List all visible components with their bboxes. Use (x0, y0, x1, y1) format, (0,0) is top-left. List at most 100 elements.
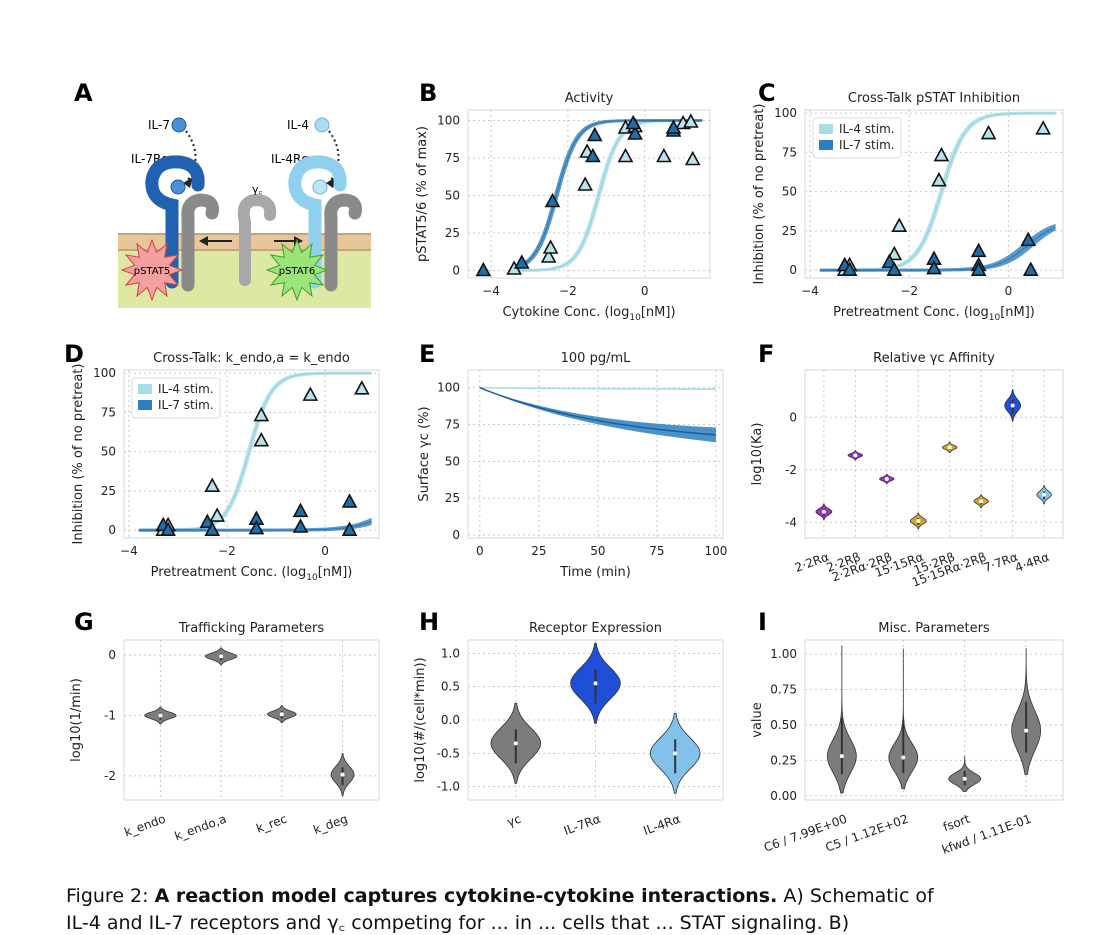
violin-median (279, 712, 284, 717)
chart-title: Misc. Parameters (878, 621, 990, 636)
y-tick-label: -1 (104, 708, 116, 722)
y-tick-label: 100 (93, 366, 116, 380)
data-point (253, 431, 270, 447)
chart-title: Activity (565, 91, 614, 106)
series-line (510, 120, 703, 270)
data-point (886, 261, 903, 276)
panel-letter-b: B (419, 79, 437, 107)
plot-area (467, 369, 724, 539)
y-tick-label: 100 (437, 381, 460, 395)
x-tick-label: 0 (321, 544, 329, 558)
y-tick-label: 25 (445, 491, 460, 505)
panel-letter-a: A (74, 79, 93, 107)
panel-letter-d: D (64, 340, 84, 368)
plot-area (804, 369, 1064, 539)
data-point (513, 254, 530, 269)
data-point (1035, 120, 1051, 135)
chart-title: Relative γc Affinity (873, 351, 995, 366)
y-tick-label: 0.25 (770, 753, 797, 767)
caption-text: A) Schematic of (777, 885, 934, 907)
violin-median (853, 453, 858, 458)
data-point (617, 147, 634, 163)
y-tick-label: 0 (108, 648, 116, 662)
x-tick-label: 0 (1005, 284, 1013, 298)
category-label: 4·4Rα (1013, 550, 1051, 575)
category-label: IL-4Rα (641, 812, 682, 838)
data-point (1022, 261, 1039, 276)
y-tick-label: 1.00 (770, 647, 797, 661)
violin-median (839, 754, 844, 759)
category-label: fsort (941, 812, 972, 835)
legend-swatch (138, 400, 152, 410)
y-tick-label: 100 (437, 114, 460, 128)
data-point (665, 119, 682, 134)
y-tick-label: 50 (445, 189, 460, 203)
il7ra-receptor-icon (145, 155, 205, 289)
y-tick-label: 0.00 (770, 789, 797, 803)
legend-label: IL-4 stim. (158, 382, 214, 396)
violin-median (219, 654, 224, 659)
x-axis-label: Pretreatment Conc. (log10[nM]) (151, 565, 353, 583)
category-label: k_endo (122, 812, 167, 840)
il4-label: IL-4 (287, 118, 309, 132)
category-label: k_deg (311, 812, 349, 837)
legend-swatch (819, 140, 833, 150)
data-point (682, 113, 699, 128)
data-point (933, 146, 950, 162)
x-axis-label: Pretreatment Conc. (log10[nM]) (833, 305, 1035, 323)
x-tick-label: −2 (900, 284, 918, 298)
data-point (302, 386, 319, 401)
data-point (980, 124, 997, 140)
data-point (353, 380, 370, 395)
y-tick-label: 0 (452, 528, 460, 542)
violin-median (979, 499, 984, 504)
violin-median (593, 681, 598, 686)
pstat6-star-icon (265, 238, 329, 302)
category-label: k_rec (254, 812, 288, 836)
data-point (292, 502, 309, 518)
free-gc-icon (237, 193, 277, 286)
violin-median (1042, 492, 1047, 497)
y-axis-label: Inhibition (% of no pretreat) (752, 104, 767, 285)
panel-letter-h: H (419, 608, 439, 636)
gc-label: γ꜀ (252, 183, 263, 196)
x-axis-label: Time (min) (559, 565, 631, 580)
violin-median (513, 741, 518, 746)
chart-title: Trafficking Parameters (178, 621, 324, 636)
category-label: k_endo,a (173, 812, 229, 844)
data-point (841, 261, 858, 276)
y-tick-label: -1.0 (437, 780, 460, 794)
x-tick-label: 50 (590, 544, 605, 558)
y-tick-label: 25 (782, 224, 797, 238)
violin-median (673, 751, 678, 756)
data-point (886, 245, 903, 261)
il4-ligand-icon (314, 117, 330, 133)
y-tick-label: 25 (445, 226, 460, 240)
data-point (248, 519, 265, 535)
legend-label: IL-4 stim. (839, 122, 895, 136)
legend-box (812, 117, 902, 159)
legend-swatch (138, 384, 152, 394)
pstat6-label: pSTAT6 (279, 266, 316, 277)
y-tick-label: 75 (101, 405, 116, 419)
violin-median (901, 755, 906, 760)
chart-title: Receptor Expression (529, 621, 662, 636)
y-tick-label: 75 (445, 151, 460, 165)
data-point (656, 147, 672, 163)
series-band-il7 (138, 517, 372, 532)
panel-letter-g: G (74, 608, 94, 636)
chart-title: Cross-Talk: k_endo,a = k_endo (153, 351, 350, 366)
chart-title: Cross-Talk pSTAT Inhibition (848, 91, 1020, 106)
panel-letter-i: I (758, 608, 767, 636)
legend-box (131, 377, 221, 419)
data-point (341, 493, 358, 508)
data-point (540, 248, 557, 263)
gc-receptor-icon (181, 193, 219, 292)
data-point (970, 242, 987, 258)
y-axis-label: Surface γc (%) (417, 406, 432, 501)
data-point (253, 406, 270, 422)
caption-line-2: IL-4 and IL-7 receptors and γ꜀ competing… (66, 912, 850, 934)
y-tick-label: 0.50 (770, 718, 797, 732)
il7-label: IL-7 (148, 118, 170, 132)
